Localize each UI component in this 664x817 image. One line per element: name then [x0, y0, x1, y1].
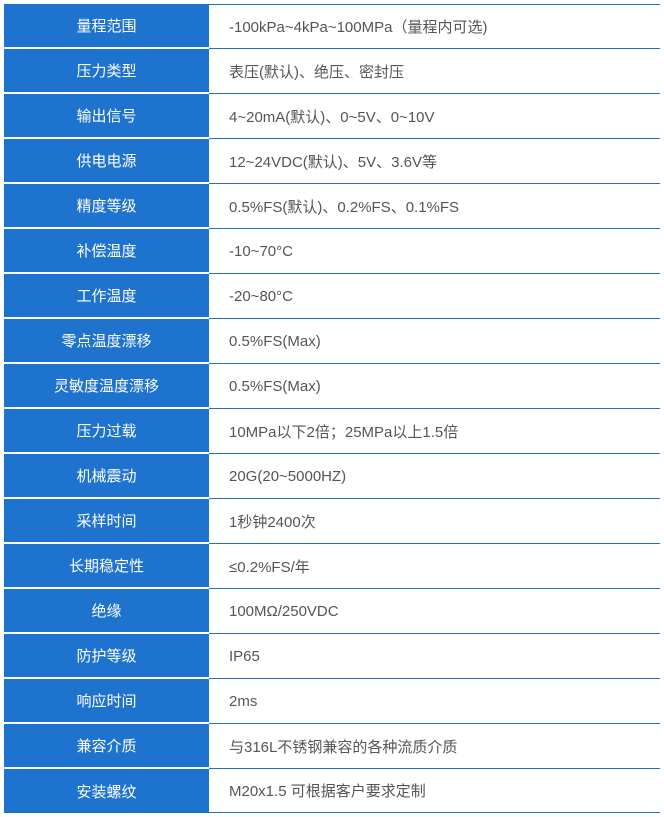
spec-value: 2ms — [209, 679, 660, 724]
spec-label: 安装螺纹 — [4, 769, 209, 813]
table-row: 输出信号4~20mA(默认)、0~5V、0~10V — [4, 94, 660, 139]
table-row: 安装螺纹M20x1.5 可根据客户要求定制 — [4, 769, 660, 813]
table-row: 补偿温度-10~70°C — [4, 229, 660, 274]
spec-value: -20~80°C — [209, 274, 660, 319]
spec-label: 机械震动 — [4, 454, 209, 499]
table-row: 精度等级0.5%FS(默认)、0.2%FS、0.1%FS — [4, 184, 660, 229]
table-row: 供电电源12~24VDC(默认)、5V、3.6V等 — [4, 139, 660, 184]
spec-label: 零点温度漂移 — [4, 319, 209, 364]
spec-label: 压力过载 — [4, 409, 209, 454]
table-row: 采样时间1秒钟2400次 — [4, 499, 660, 544]
spec-label: 绝缘 — [4, 589, 209, 634]
spec-value: 0.5%FS(Max) — [209, 319, 660, 364]
spec-label: 量程范围 — [4, 4, 209, 49]
spec-value: IP65 — [209, 634, 660, 679]
table-row: 绝缘100MΩ/250VDC — [4, 589, 660, 634]
spec-value: 12~24VDC(默认)、5V、3.6V等 — [209, 139, 660, 184]
table-row: 长期稳定性≤0.2%FS/年 — [4, 544, 660, 589]
spec-value: ≤0.2%FS/年 — [209, 544, 660, 589]
spec-label: 压力类型 — [4, 49, 209, 94]
spec-label: 防护等级 — [4, 634, 209, 679]
spec-value: -100kPa~4kPa~100MPa（量程内可选) — [209, 4, 660, 49]
spec-label: 兼容介质 — [4, 724, 209, 769]
table-row: 量程范围-100kPa~4kPa~100MPa（量程内可选) — [4, 4, 660, 49]
table-row: 灵敏度温度漂移0.5%FS(Max) — [4, 364, 660, 409]
spec-value: 与316L不锈钢兼容的各种流质介质 — [209, 724, 660, 769]
spec-value: 0.5%FS(Max) — [209, 364, 660, 409]
spec-label: 响应时间 — [4, 679, 209, 724]
spec-label: 灵敏度温度漂移 — [4, 364, 209, 409]
spec-value: 表压(默认)、绝压、密封压 — [209, 49, 660, 94]
spec-value: -10~70°C — [209, 229, 660, 274]
spec-label: 供电电源 — [4, 139, 209, 184]
table-row: 压力类型表压(默认)、绝压、密封压 — [4, 49, 660, 94]
table-row: 兼容介质与316L不锈钢兼容的各种流质介质 — [4, 724, 660, 769]
spec-value: 10MPa以下2倍；25MPa以上1.5倍 — [209, 409, 660, 454]
spec-label: 采样时间 — [4, 499, 209, 544]
spec-value: 0.5%FS(默认)、0.2%FS、0.1%FS — [209, 184, 660, 229]
spec-value: 100MΩ/250VDC — [209, 589, 660, 634]
spec-value: M20x1.5 可根据客户要求定制 — [209, 769, 660, 813]
spec-value: 20G(20~5000HZ) — [209, 454, 660, 499]
table-row: 响应时间2ms — [4, 679, 660, 724]
spec-table: 量程范围-100kPa~4kPa~100MPa（量程内可选)压力类型表压(默认)… — [4, 4, 660, 813]
table-row: 机械震动20G(20~5000HZ) — [4, 454, 660, 499]
spec-label: 长期稳定性 — [4, 544, 209, 589]
table-row: 防护等级IP65 — [4, 634, 660, 679]
table-row: 工作温度-20~80°C — [4, 274, 660, 319]
spec-label: 工作温度 — [4, 274, 209, 319]
table-row: 压力过载10MPa以下2倍；25MPa以上1.5倍 — [4, 409, 660, 454]
spec-label: 输出信号 — [4, 94, 209, 139]
spec-value: 4~20mA(默认)、0~5V、0~10V — [209, 94, 660, 139]
spec-label: 补偿温度 — [4, 229, 209, 274]
spec-label: 精度等级 — [4, 184, 209, 229]
table-row: 零点温度漂移0.5%FS(Max) — [4, 319, 660, 364]
spec-value: 1秒钟2400次 — [209, 499, 660, 544]
